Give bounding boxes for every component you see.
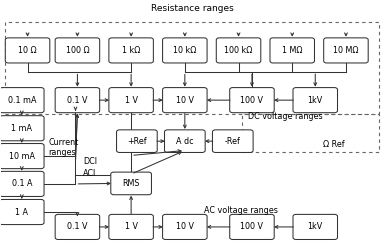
FancyBboxPatch shape [324, 38, 368, 63]
Text: 100 V: 100 V [241, 222, 263, 232]
Text: 100 V: 100 V [241, 96, 263, 105]
Text: 0.1 V: 0.1 V [67, 96, 88, 105]
FancyBboxPatch shape [162, 88, 207, 113]
Text: Resistance ranges: Resistance ranges [151, 4, 234, 14]
Text: Current
ranges: Current ranges [49, 138, 79, 157]
Text: 100 Ω: 100 Ω [65, 46, 89, 55]
FancyBboxPatch shape [55, 88, 100, 113]
FancyBboxPatch shape [162, 38, 207, 63]
Text: DC voltage ranges: DC voltage ranges [248, 112, 323, 121]
Text: 1 mA: 1 mA [11, 124, 32, 133]
FancyBboxPatch shape [5, 38, 50, 63]
FancyBboxPatch shape [0, 88, 44, 113]
FancyBboxPatch shape [216, 38, 261, 63]
Text: +Ref: +Ref [127, 137, 147, 146]
Text: 0.1 A: 0.1 A [12, 180, 32, 188]
FancyBboxPatch shape [293, 88, 338, 113]
Bar [243, 114, 378, 152]
FancyBboxPatch shape [230, 88, 274, 113]
FancyBboxPatch shape [0, 116, 44, 141]
FancyBboxPatch shape [0, 200, 44, 224]
FancyBboxPatch shape [55, 38, 100, 63]
Text: A dc: A dc [176, 137, 194, 146]
Text: 1 V: 1 V [125, 96, 137, 105]
Text: 1 V: 1 V [125, 222, 137, 232]
Text: 1 kΩ: 1 kΩ [122, 46, 140, 55]
FancyBboxPatch shape [213, 130, 253, 152]
Text: -Ref: -Ref [225, 137, 241, 146]
FancyBboxPatch shape [230, 214, 274, 240]
Text: 10 V: 10 V [176, 96, 194, 105]
FancyBboxPatch shape [293, 214, 338, 240]
FancyBboxPatch shape [55, 214, 100, 240]
Bar [5, 22, 378, 114]
Text: DCI: DCI [83, 156, 97, 166]
Text: 100 kΩ: 100 kΩ [224, 46, 253, 55]
Text: 1kV: 1kV [308, 222, 323, 232]
Text: 10 kΩ: 10 kΩ [173, 46, 196, 55]
Text: Ω Ref: Ω Ref [323, 140, 345, 149]
FancyBboxPatch shape [0, 171, 44, 196]
FancyBboxPatch shape [109, 88, 153, 113]
FancyBboxPatch shape [111, 172, 151, 195]
Text: 1 A: 1 A [15, 208, 28, 216]
FancyBboxPatch shape [117, 130, 157, 152]
Text: RMS: RMS [122, 179, 140, 188]
Text: 1kV: 1kV [308, 96, 323, 105]
FancyBboxPatch shape [162, 214, 207, 240]
Text: ACI: ACI [83, 169, 96, 178]
Text: 10 V: 10 V [176, 222, 194, 232]
FancyBboxPatch shape [109, 38, 153, 63]
Text: 10 MΩ: 10 MΩ [333, 46, 359, 55]
FancyBboxPatch shape [0, 144, 44, 169]
Text: AC voltage ranges: AC voltage ranges [204, 206, 278, 215]
Text: 0.1 V: 0.1 V [67, 222, 88, 232]
FancyBboxPatch shape [270, 38, 315, 63]
Text: 10 Ω: 10 Ω [18, 46, 37, 55]
Text: 0.1 mA: 0.1 mA [8, 96, 36, 105]
FancyBboxPatch shape [109, 214, 153, 240]
Text: 10 mA: 10 mA [9, 152, 35, 160]
Text: 1 MΩ: 1 MΩ [282, 46, 303, 55]
FancyBboxPatch shape [164, 130, 205, 152]
